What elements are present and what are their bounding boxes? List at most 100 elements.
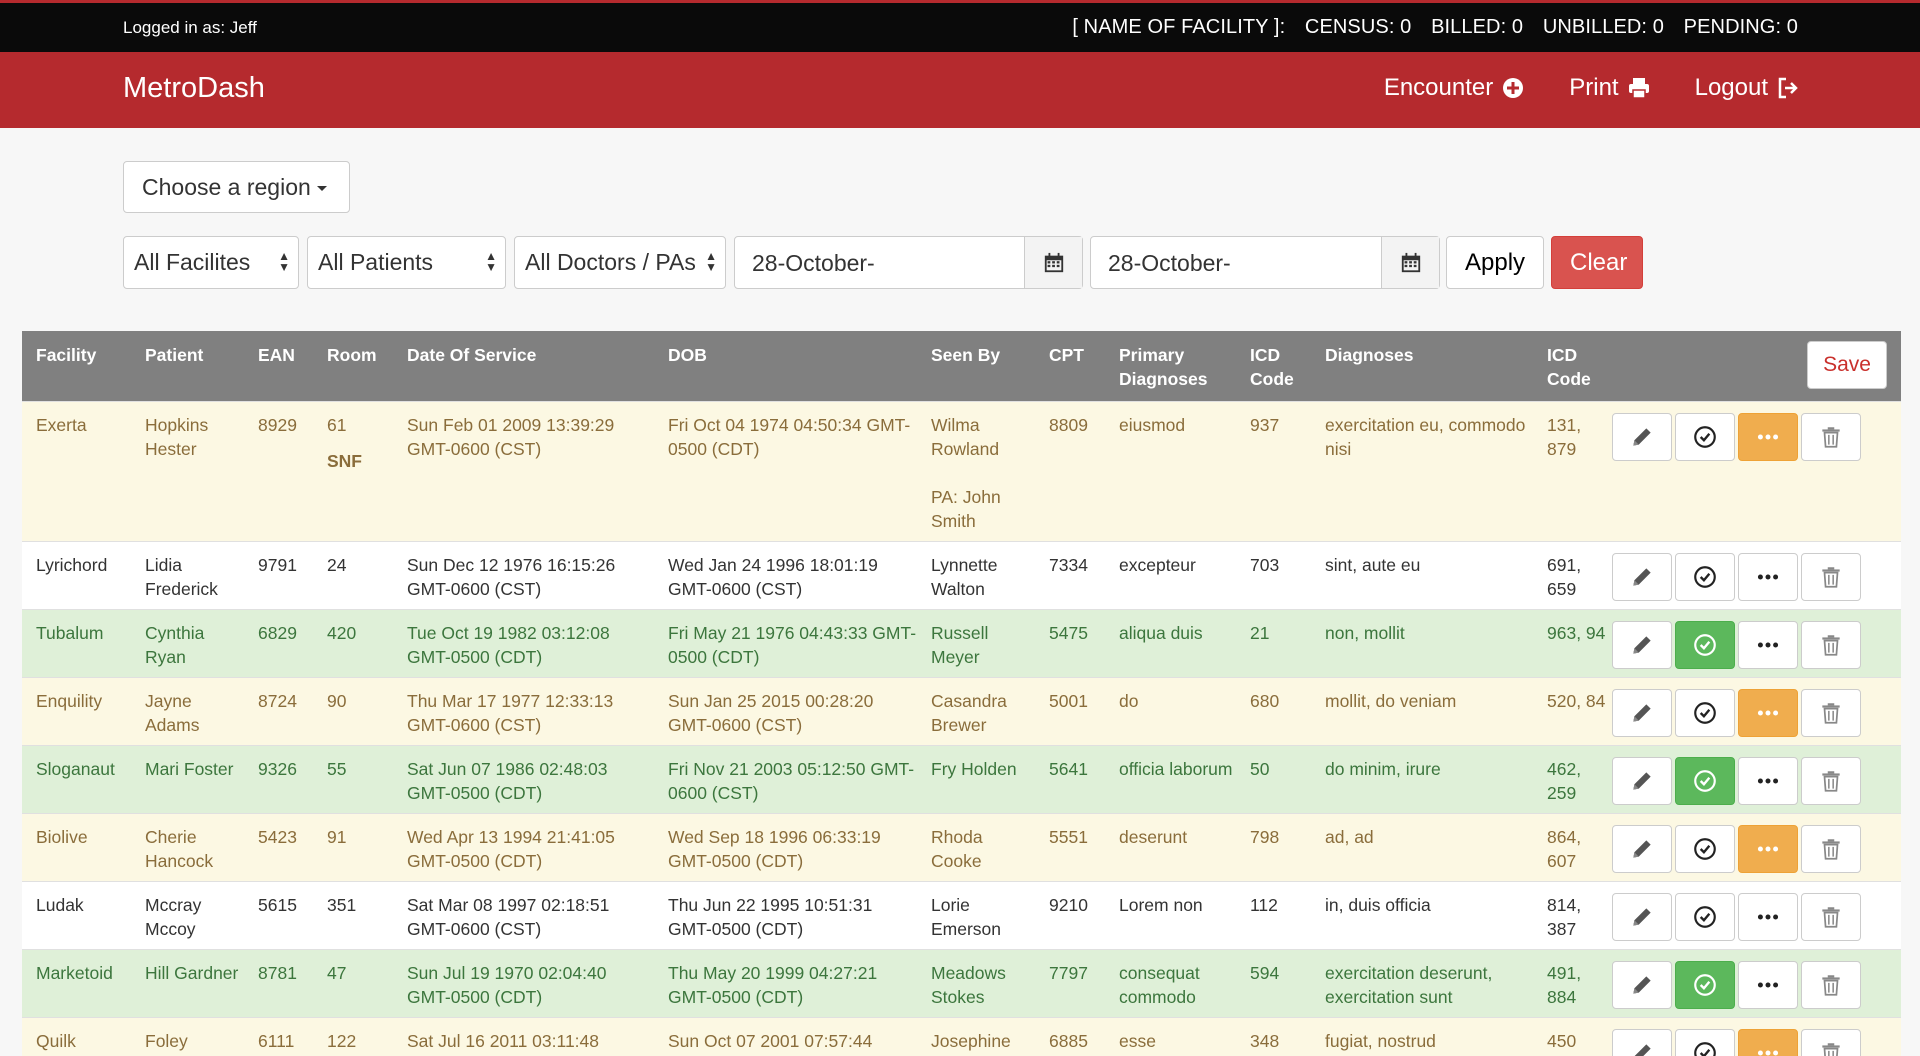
- apply-button[interactable]: Apply: [1446, 236, 1544, 289]
- diagnoses-value: fugiat, nostrud: [1325, 1031, 1436, 1051]
- ean-value: 8781: [258, 963, 297, 983]
- delete-button[interactable]: [1801, 1029, 1861, 1056]
- doctor-select[interactable]: All Doctors / PAs ▲ ▼: [514, 236, 726, 289]
- complete-button[interactable]: [1675, 553, 1735, 601]
- cell-seen-by: Lorie Emerson: [917, 881, 1035, 950]
- complete-button[interactable]: [1675, 1029, 1735, 1056]
- dos-value: Sat Jul 16 2011 03:11:48: [407, 1031, 600, 1051]
- calendar-icon[interactable]: [1024, 237, 1082, 288]
- cell-cpt: 5551: [1035, 813, 1105, 882]
- complete-button[interactable]: [1675, 757, 1735, 805]
- edit-button[interactable]: [1612, 621, 1672, 669]
- col-room[interactable]: Room: [313, 331, 393, 402]
- dob-value: Fri May 21 1976 04:43:33 GMT-0500 (CDT): [668, 623, 917, 667]
- more-button[interactable]: [1738, 1029, 1798, 1056]
- more-button[interactable]: [1738, 553, 1798, 601]
- print-link[interactable]: Print: [1569, 74, 1650, 102]
- table-row[interactable]: Tubalum Cynthia Ryan 6829 420 Tue Oct 19 198…: [22, 609, 1901, 678]
- cell-room: 122: [313, 1017, 393, 1056]
- col-patient[interactable]: Patient: [131, 331, 244, 402]
- patient-select[interactable]: All Patients ▲ ▼: [307, 236, 506, 289]
- cell-patient: Mari Foster: [131, 745, 244, 814]
- clear-button[interactable]: Clear: [1551, 236, 1643, 289]
- cell-patient: Hill Gardner: [131, 949, 244, 1018]
- table-row[interactable]: Lyrichord Lidia Frederick 9791 24 Sun Dec 12…: [22, 541, 1901, 610]
- col-date-of-service[interactable]: Date Of Service: [393, 331, 654, 402]
- complete-button[interactable]: [1675, 689, 1735, 737]
- edit-button[interactable]: [1612, 1029, 1672, 1056]
- cell-cpt: 6885: [1035, 1017, 1105, 1056]
- edit-button[interactable]: [1612, 757, 1672, 805]
- table-row[interactable]: Ludak Mccray Mccoy 5615 351 Sat Mar 08 1997 …: [22, 881, 1901, 950]
- icd-value: 348: [1250, 1031, 1280, 1051]
- facility-value: Tubalum: [36, 623, 104, 643]
- date-to-field[interactable]: 28-October-: [1090, 236, 1440, 289]
- edit-button[interactable]: [1612, 893, 1672, 941]
- cell-primary: excepteur: [1105, 541, 1236, 610]
- icd-value: 112: [1250, 895, 1278, 915]
- calendar-icon[interactable]: [1381, 237, 1439, 288]
- complete-button[interactable]: [1675, 961, 1735, 1009]
- region-dropdown[interactable]: Choose a region: [123, 161, 350, 213]
- facility-select[interactable]: All Facilites ▲ ▼: [123, 236, 299, 289]
- edit-button[interactable]: [1612, 689, 1672, 737]
- delete-button[interactable]: [1801, 553, 1861, 601]
- table-row[interactable]: Biolive Cherie Hancock 5423 91 Wed Apr 13 19…: [22, 813, 1901, 882]
- cpt-value: 8809: [1049, 415, 1088, 435]
- facility-value: Ludak: [36, 895, 84, 915]
- save-button[interactable]: Save: [1807, 341, 1887, 389]
- delete-button[interactable]: [1801, 825, 1861, 873]
- complete-button[interactable]: [1675, 413, 1735, 461]
- encounter-label: Encounter: [1383, 74, 1494, 101]
- delete-button[interactable]: [1801, 689, 1861, 737]
- table-row[interactable]: Exerta Hopkins Hester 8929 61 SNF Sun Feb 01 …: [22, 401, 1901, 542]
- delete-button[interactable]: [1801, 893, 1861, 941]
- col-icd-code-2[interactable]: ICD Code: [1533, 331, 1608, 402]
- col-ean[interactable]: EAN: [244, 331, 313, 402]
- col-dob[interactable]: DOB: [654, 331, 917, 402]
- delete-button[interactable]: [1801, 757, 1861, 805]
- edit-button[interactable]: [1612, 825, 1672, 873]
- col-cpt[interactable]: CPT: [1035, 331, 1105, 402]
- ellipsis-icon: [1755, 972, 1781, 998]
- seen-by-value: Wilma Rowland: [931, 415, 1000, 459]
- more-button[interactable]: [1738, 689, 1798, 737]
- encounter-link[interactable]: Encounter: [1384, 74, 1525, 102]
- more-button[interactable]: [1738, 621, 1798, 669]
- logout-link[interactable]: Logout: [1695, 74, 1800, 102]
- table-row[interactable]: Sloganaut Mari Foster 9326 55 Sat Jun 07 198…: [22, 745, 1901, 814]
- census-stats: [ NAME OF FACILITY ]: CENSUS: 0 BILLED: …: [1058, 16, 1798, 39]
- col-seen-by[interactable]: Seen By: [917, 331, 1035, 402]
- cell-cpt: 7334: [1035, 541, 1105, 610]
- date-from-field[interactable]: 28-October-: [734, 236, 1083, 289]
- col-icd-code[interactable]: ICD Code: [1236, 331, 1311, 402]
- edit-button[interactable]: [1612, 553, 1672, 601]
- complete-button[interactable]: [1675, 621, 1735, 669]
- complete-button[interactable]: [1675, 893, 1735, 941]
- cell-seen-by: Meadows Stokes: [917, 949, 1035, 1018]
- more-button[interactable]: [1738, 413, 1798, 461]
- more-button[interactable]: [1738, 893, 1798, 941]
- col-facility[interactable]: Facility: [22, 331, 131, 402]
- delete-button[interactable]: [1801, 961, 1861, 1009]
- table-row[interactable]: Quilk Foley 6111 122 Sat Jul 16 2011 03:11:4…: [22, 1017, 1901, 1056]
- brand-logo[interactable]: MetroDash: [123, 72, 265, 104]
- delete-button[interactable]: [1801, 413, 1861, 461]
- more-button[interactable]: [1738, 961, 1798, 1009]
- more-button[interactable]: [1738, 757, 1798, 805]
- table-row[interactable]: Enquility Jayne Adams 8724 90 Thu Mar 17 197…: [22, 677, 1901, 746]
- ean-value: 9791: [258, 555, 297, 575]
- room-value: 351: [327, 895, 357, 915]
- col-diagnoses[interactable]: Diagnoses: [1311, 331, 1533, 402]
- table-row[interactable]: Marketoid Hill Gardner 8781 47 Sun Jul 19 19…: [22, 949, 1901, 1018]
- cell-dob: Fri Oct 04 1974 04:50:34 GMT-0500 (CDT): [654, 401, 917, 542]
- print-label: Print: [1569, 74, 1619, 101]
- delete-button[interactable]: [1801, 621, 1861, 669]
- cell-facility: Quilk: [22, 1017, 131, 1056]
- complete-button[interactable]: [1675, 825, 1735, 873]
- col-primary-diagnoses[interactable]: Primary Diagnoses: [1105, 331, 1236, 402]
- edit-button[interactable]: [1612, 413, 1672, 461]
- more-button[interactable]: [1738, 825, 1798, 873]
- edit-button[interactable]: [1612, 961, 1672, 1009]
- col-actions: Save: [1608, 331, 1901, 402]
